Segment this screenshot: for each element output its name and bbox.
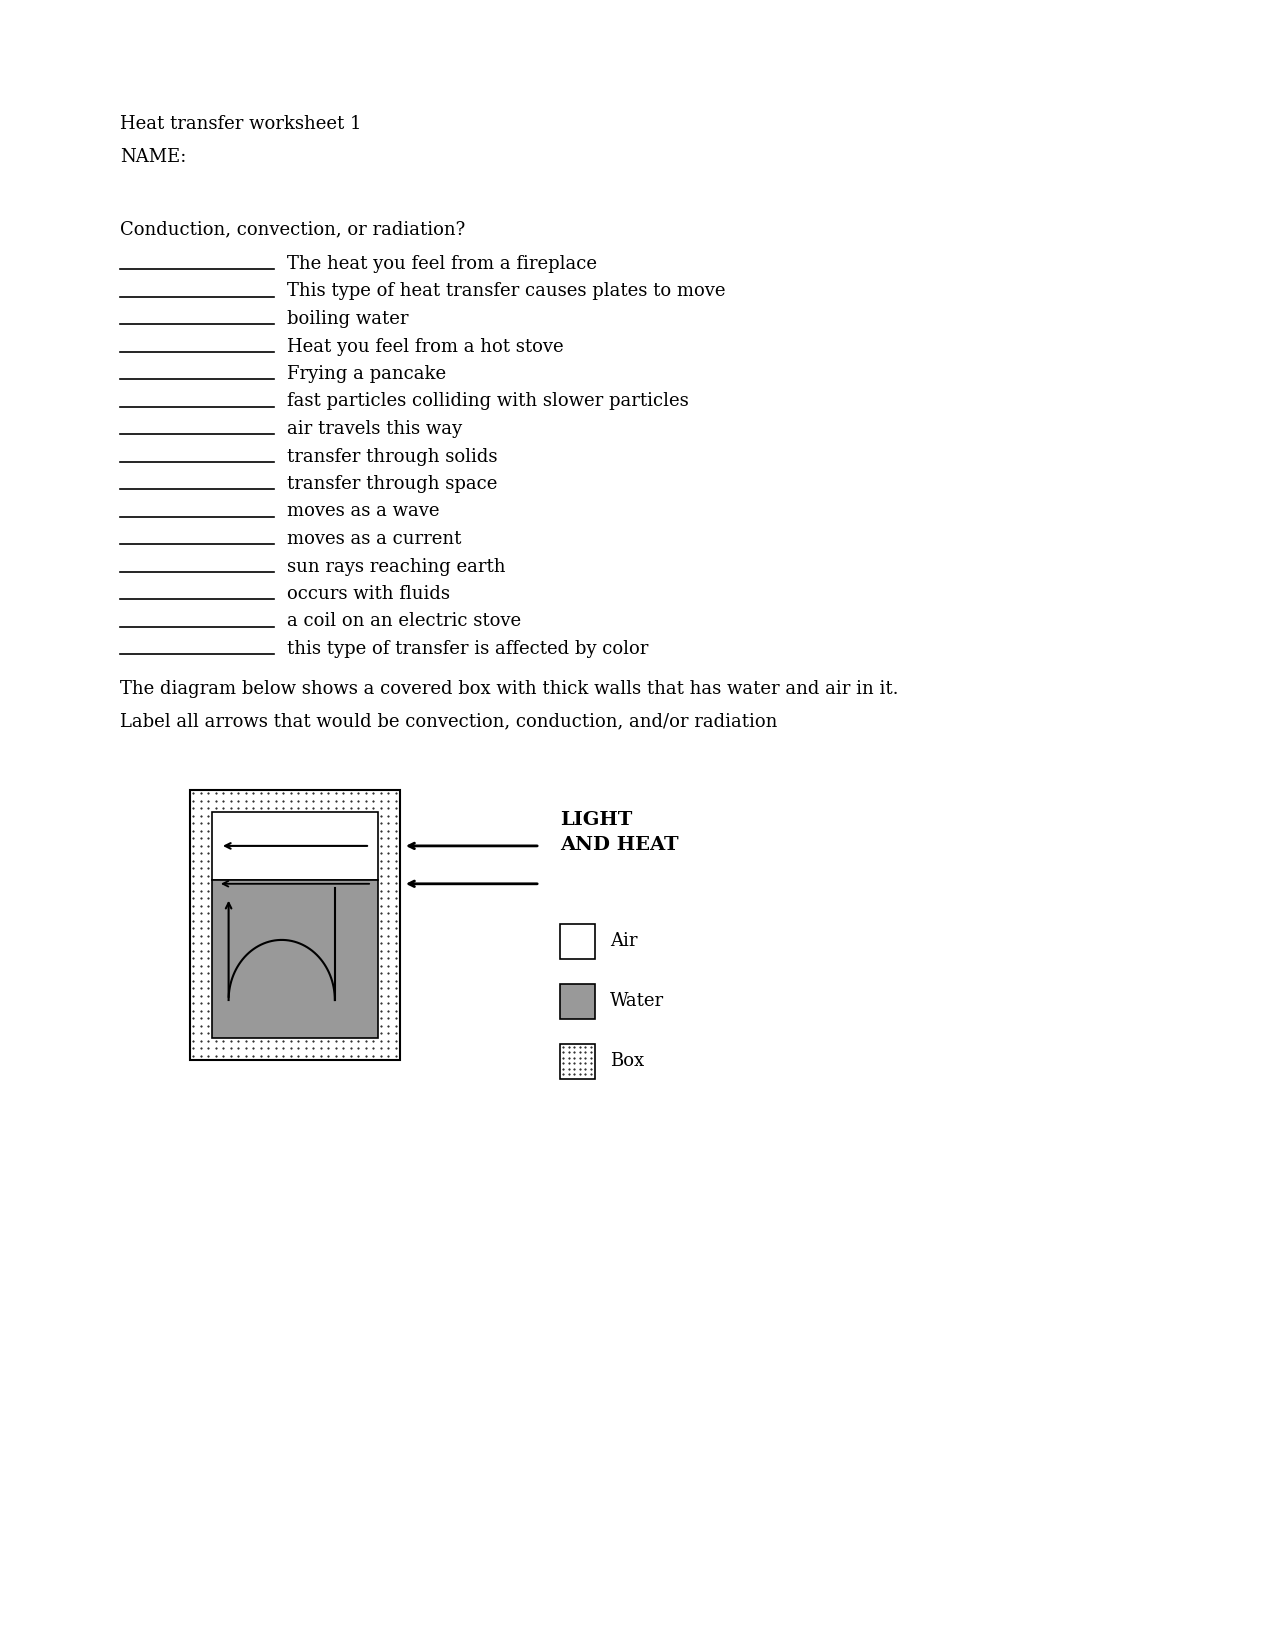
Text: transfer through space: transfer through space	[287, 475, 497, 493]
Text: sun rays reaching earth: sun rays reaching earth	[287, 558, 505, 576]
Text: Label all arrows that would be convection, conduction, and/or radiation: Label all arrows that would be convectio…	[120, 713, 778, 729]
Bar	[560, 924, 595, 959]
Text: fast particles colliding with slower particles: fast particles colliding with slower par…	[287, 393, 688, 411]
Text: NAME:: NAME:	[120, 148, 186, 167]
Text: Water: Water	[609, 992, 664, 1010]
Bar	[190, 790, 400, 1059]
Text: air travels this way: air travels this way	[287, 421, 462, 437]
Text: The heat you feel from a fireplace: The heat you feel from a fireplace	[287, 256, 597, 272]
Bar	[560, 983, 595, 1018]
Text: Box: Box	[609, 1053, 644, 1071]
Text: transfer through solids: transfer through solids	[287, 447, 497, 465]
Text: LIGHT: LIGHT	[560, 810, 632, 828]
Text: a coil on an electric stove: a coil on an electric stove	[287, 612, 521, 630]
Text: This type of heat transfer causes plates to move: This type of heat transfer causes plates…	[287, 282, 725, 300]
Text: AND HEAT: AND HEAT	[560, 837, 678, 855]
Text: moves as a wave: moves as a wave	[287, 503, 440, 520]
Bar	[212, 879, 377, 1038]
Text: this type of transfer is affected by color: this type of transfer is affected by col…	[287, 640, 648, 658]
Text: Heat transfer worksheet 1: Heat transfer worksheet 1	[120, 116, 361, 134]
Text: Heat you feel from a hot stove: Heat you feel from a hot stove	[287, 338, 564, 355]
Text: Air: Air	[609, 932, 638, 950]
Bar	[212, 812, 377, 879]
Text: boiling water: boiling water	[287, 310, 408, 328]
Text: occurs with fluids: occurs with fluids	[287, 586, 450, 602]
Text: Frying a pancake: Frying a pancake	[287, 365, 446, 383]
Text: Conduction, convection, or radiation?: Conduction, convection, or radiation?	[120, 219, 465, 238]
Bar	[560, 1044, 595, 1079]
Text: The diagram below shows a covered box with thick walls that has water and air in: The diagram below shows a covered box wi…	[120, 680, 899, 698]
Text: moves as a current: moves as a current	[287, 530, 462, 548]
